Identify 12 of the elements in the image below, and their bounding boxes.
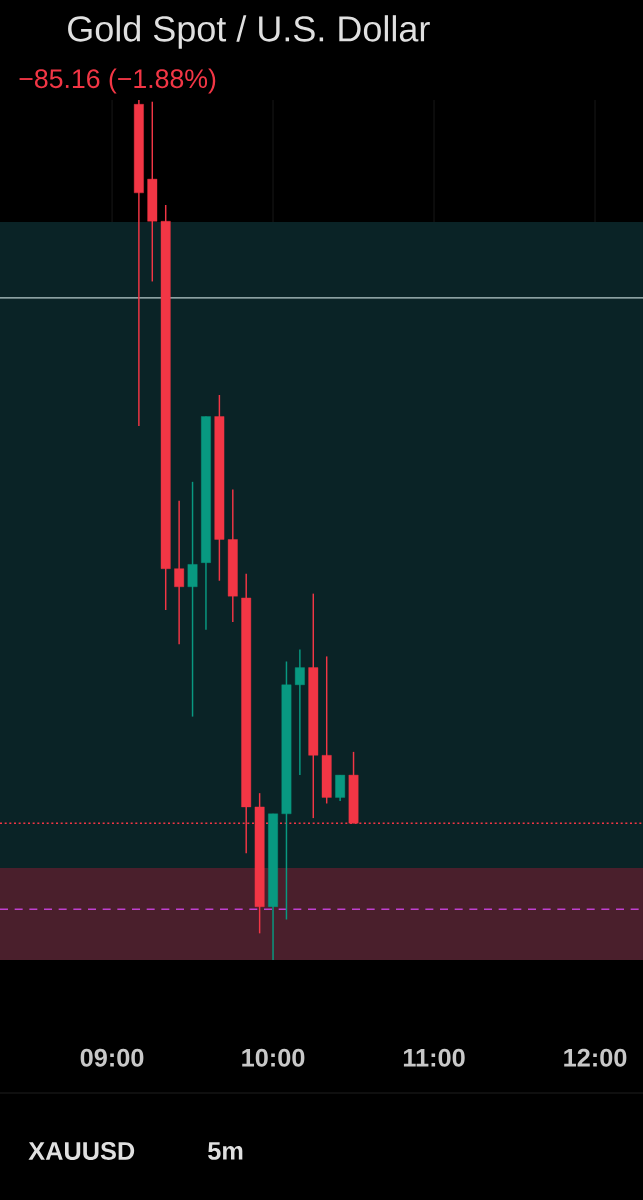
candlestick (294, 648, 305, 776)
chart-title: Gold Spot / U.S. Dollar (68, 15, 430, 49)
candlestick (335, 774, 346, 802)
x-tick-label: 11:00 (403, 1048, 465, 1067)
x-tick-label: 09:00 (80, 1048, 144, 1067)
candlestick (187, 481, 198, 718)
x-tick-label: 12:00 (564, 1048, 627, 1067)
text: XAUUSD (28, 1142, 135, 1160)
x-tick-label: 10:00 (242, 1048, 305, 1067)
text: 5m (208, 1142, 243, 1160)
candlestick (174, 500, 185, 646)
chart-subtitle: −85.16 (−1.88%) (19, 68, 216, 94)
